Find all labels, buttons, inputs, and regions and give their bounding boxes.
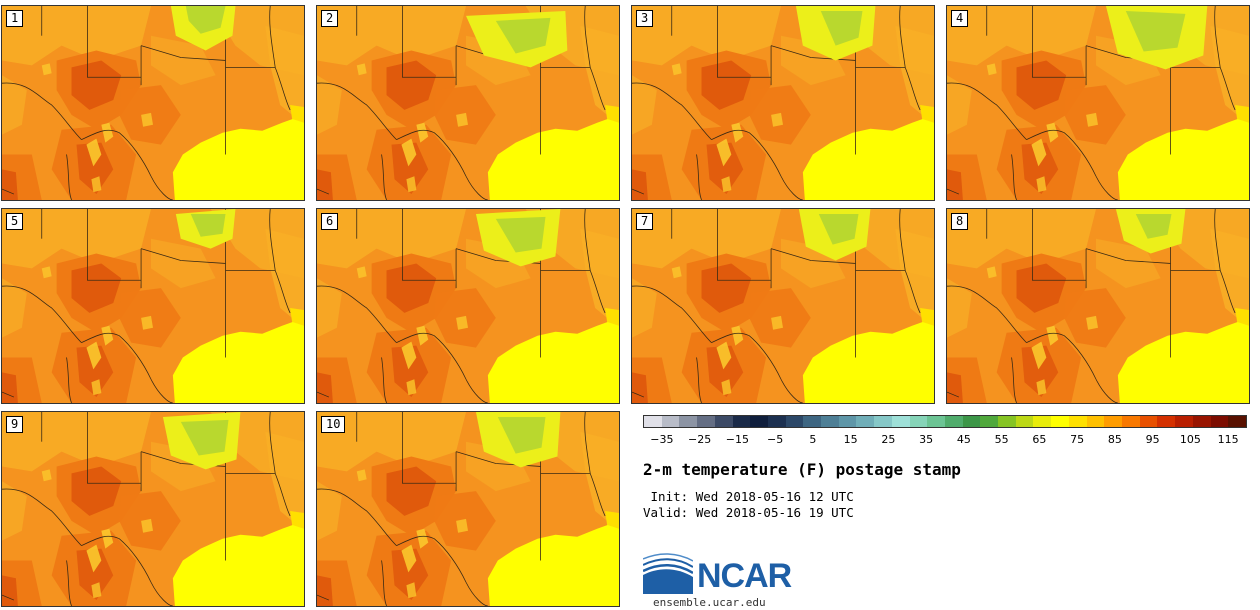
member-number: 2 <box>321 10 339 27</box>
colorbar-tick-label: −35 <box>650 433 674 446</box>
member-number: 7 <box>636 213 654 230</box>
colorbar-segment <box>750 416 768 427</box>
init-value: Wed 2018-05-16 12 UTC <box>695 489 854 504</box>
colorbar-labels: −35 −25 −15 −5 5 15 25 35 45 55 65 75 85 95 105 115 <box>643 433 1247 447</box>
colorbar-tick-label: 65 <box>1032 433 1047 446</box>
colorbar-tick-label: 105 <box>1179 433 1201 446</box>
valid-value: Wed 2018-05-16 19 UTC <box>695 505 854 520</box>
temperature-map <box>2 6 304 200</box>
valid-time: Valid: Wed 2018-05-16 19 UTC <box>643 505 854 520</box>
colorbar-tick-label: 115 <box>1217 433 1239 446</box>
member-number: 4 <box>951 10 969 27</box>
colorbar-segment <box>909 416 928 427</box>
colorbar-tick-label: 25 <box>881 433 896 446</box>
member-number: 9 <box>6 416 24 433</box>
colorbar-tick-label: −5 <box>767 433 784 446</box>
member-number: 3 <box>636 10 654 27</box>
member-panel: 4 <box>946 5 1250 201</box>
colorbar-segment <box>1015 416 1034 427</box>
colorbar-segment <box>732 416 751 427</box>
colorbar-segment <box>1157 416 1176 427</box>
colorbar-tick-label: 15 <box>843 433 858 446</box>
colorbar-tick-label: −25 <box>688 433 712 446</box>
colorbar-segment <box>697 416 715 427</box>
colorbar-segment <box>856 416 875 427</box>
colorbar-segment <box>767 416 786 427</box>
temperature-map <box>947 209 1249 403</box>
temperature-map <box>317 6 619 200</box>
logo-url: ensemble.ucar.edu <box>653 596 766 609</box>
colorbar-tick-label: −15 <box>725 433 749 446</box>
ncar-wordmark: NCAR <box>697 557 792 595</box>
member-panel: 7 <box>631 208 935 404</box>
colorbar-segment <box>1051 416 1069 427</box>
colorbar-tick-label: 55 <box>994 433 1009 446</box>
member-panel: 5 <box>1 208 305 404</box>
member-panel: 9 <box>1 411 305 607</box>
member-panel: 1 <box>1 5 305 201</box>
colorbar-segment <box>874 416 892 427</box>
member-panel: 8 <box>946 208 1250 404</box>
colorbar-segment <box>1175 416 1193 427</box>
colorbar-tick-label: 45 <box>956 433 971 446</box>
colorbar-segment <box>1192 416 1211 427</box>
member-panel: 10 <box>316 411 620 607</box>
temperature-map <box>317 209 619 403</box>
valid-label: Valid: <box>643 505 689 520</box>
ncar-logo: NCAR ensemble.ucar.edu <box>643 553 803 609</box>
colorbar-segment <box>1210 416 1229 427</box>
colorbar-segment <box>1121 416 1140 427</box>
temperature-map <box>947 6 1249 200</box>
colorbar-segment <box>679 416 698 427</box>
temperature-map <box>2 209 304 403</box>
colorbar-segment <box>1086 416 1105 427</box>
member-panel: 2 <box>316 5 620 201</box>
colorbar-segment <box>838 416 857 427</box>
colorbar-segment <box>944 416 963 427</box>
colorbar-segment <box>980 416 999 427</box>
colorbar-segment <box>1033 416 1052 427</box>
colorbar-segment <box>803 416 822 427</box>
colorbar-tick-label: 5 <box>809 433 817 446</box>
member-number: 10 <box>321 416 346 433</box>
init-label: Init: <box>643 489 689 504</box>
member-number: 8 <box>951 213 969 230</box>
colorbar <box>643 415 1247 428</box>
member-panel: 6 <box>316 208 620 404</box>
temperature-map <box>632 209 934 403</box>
colorbar-segment <box>962 416 981 427</box>
ncar-logo-icon <box>643 553 693 594</box>
member-number: 5 <box>6 213 24 230</box>
temperature-map <box>632 6 934 200</box>
temperature-map <box>317 412 619 606</box>
colorbar-segment <box>927 416 945 427</box>
colorbar-tick-label: 95 <box>1145 433 1160 446</box>
member-panel: 3 <box>631 5 935 201</box>
member-number: 6 <box>321 213 339 230</box>
colorbar-segment <box>1104 416 1122 427</box>
colorbar-segment <box>1228 416 1246 427</box>
colorbar-segment <box>998 416 1016 427</box>
colorbar-tick-label: 85 <box>1107 433 1122 446</box>
colorbar-segment <box>1139 416 1158 427</box>
temperature-map <box>2 412 304 606</box>
colorbar-segment <box>785 416 804 427</box>
colorbar-segment <box>891 416 910 427</box>
colorbar-segment <box>661 416 680 427</box>
colorbar-segment <box>714 416 733 427</box>
plot-title: 2-m temperature (F) postage stamp <box>643 460 961 479</box>
init-time: Init: Wed 2018-05-16 12 UTC <box>643 489 854 504</box>
colorbar-segment <box>644 416 662 427</box>
colorbar-tick-label: 75 <box>1070 433 1085 446</box>
colorbar-segment <box>821 416 839 427</box>
colorbar-tick-label: 35 <box>919 433 934 446</box>
member-number: 1 <box>6 10 24 27</box>
colorbar-segment <box>1068 416 1087 427</box>
